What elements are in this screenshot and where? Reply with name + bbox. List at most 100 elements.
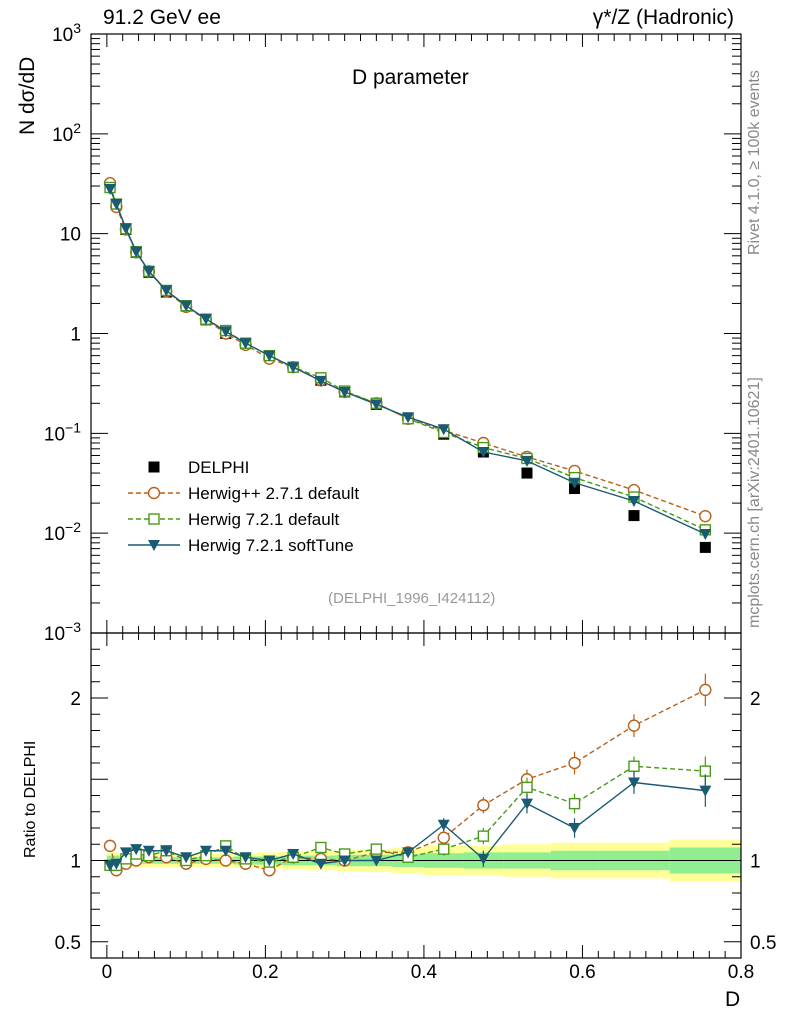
ratio-tick-label-right: 0.5 xyxy=(750,933,776,954)
data-point xyxy=(627,495,640,507)
ratio-tick-label-left: 1 xyxy=(70,852,81,873)
ratio-point xyxy=(315,841,327,854)
ratio-point xyxy=(119,847,132,859)
data-point xyxy=(130,246,143,258)
ratio-point xyxy=(437,831,450,844)
analysis-id: (DELPHI_1996_I424112) xyxy=(328,590,496,607)
ratio-point xyxy=(477,830,490,842)
data-point xyxy=(199,313,212,325)
y-tick-label: 103 xyxy=(52,20,81,46)
data-point xyxy=(104,184,117,196)
ratio-point xyxy=(239,852,252,864)
ratio-point xyxy=(180,852,193,864)
data-point xyxy=(699,529,712,541)
data-point xyxy=(314,375,327,387)
series-layer xyxy=(103,177,712,877)
ratio-point xyxy=(521,781,533,794)
chart-title: D parameter xyxy=(352,66,469,89)
ratio-point xyxy=(263,855,276,867)
x-tick-label: 0 xyxy=(102,962,113,983)
ratio-point xyxy=(338,855,351,867)
series-line-main xyxy=(109,188,706,535)
data-point xyxy=(699,541,711,553)
ratio-point xyxy=(699,785,712,797)
data-point xyxy=(402,412,415,424)
ratio-point xyxy=(402,847,415,859)
ratio-point xyxy=(477,853,490,865)
ratio-point xyxy=(287,849,300,860)
ratio-tick-label-right: 1 xyxy=(750,852,761,873)
ratio-tick-label-right: 2 xyxy=(750,689,761,710)
data-point xyxy=(263,350,276,362)
ratio-point xyxy=(437,819,450,831)
ratio-point xyxy=(160,845,173,857)
ratio-point xyxy=(370,855,383,867)
series-line-main xyxy=(109,187,706,531)
x-tick-label: 0.4 xyxy=(411,962,438,983)
series-line-ratio xyxy=(110,765,706,867)
y-tick-label: 102 xyxy=(52,120,81,146)
y-tick-label: 1 xyxy=(70,325,81,346)
data-point xyxy=(239,338,252,350)
ratio-tick-label-left: 0.5 xyxy=(55,933,81,954)
legend: DELPHI Herwig++ 2.7.1 default Herwig 7.2.1… xyxy=(128,458,359,555)
data-point xyxy=(180,300,193,312)
data-point xyxy=(338,386,351,398)
axis-ticks xyxy=(91,33,742,959)
data-point xyxy=(477,447,490,459)
ratio-plot-frame xyxy=(90,632,742,959)
x-tick-label: 0.2 xyxy=(252,962,278,983)
legend-label: Herwig++ 2.7.1 default xyxy=(188,484,359,503)
legend-marker xyxy=(147,486,161,500)
ratio-point xyxy=(103,839,117,853)
data-point xyxy=(219,326,232,338)
data-point xyxy=(119,223,132,235)
y-tick-label: 10−1 xyxy=(44,419,81,445)
ratio-point xyxy=(568,756,581,770)
data-point xyxy=(520,455,533,467)
ratio-point xyxy=(627,719,641,732)
legend-marker xyxy=(148,540,160,551)
ratio-tick-label-left: 2 xyxy=(70,689,81,710)
ratio-point xyxy=(370,843,383,855)
ratio-point xyxy=(628,760,640,772)
data-point xyxy=(628,510,640,522)
data-point xyxy=(110,199,123,211)
x-tick-label: 0.6 xyxy=(569,962,595,983)
x-axis-title: D xyxy=(725,988,741,1011)
ratio-point xyxy=(314,858,327,870)
y-tick-label: 10−2 xyxy=(44,519,81,545)
series-line-main xyxy=(109,183,706,517)
ratio-point xyxy=(520,798,533,810)
legend-marker xyxy=(148,461,160,473)
ratio-point xyxy=(477,799,490,812)
ratio-point xyxy=(627,777,640,789)
ratio-point xyxy=(110,858,123,870)
data-point xyxy=(437,424,450,436)
data-point xyxy=(370,399,383,411)
series-line-ratio xyxy=(109,689,706,872)
legend-label: Herwig 7.2.1 default xyxy=(188,510,339,529)
series-line-ratio xyxy=(109,781,706,867)
ratio-point xyxy=(142,845,155,857)
legend-label: DELPHI xyxy=(188,458,249,477)
ratio-point xyxy=(219,845,232,857)
y-tick-label: 10 xyxy=(60,225,81,246)
data-point xyxy=(699,509,712,523)
energy-label: 91.2 GeV ee xyxy=(103,6,221,29)
data-point xyxy=(521,467,533,479)
x-tick-label: 0.8 xyxy=(728,962,754,983)
ratio-point xyxy=(199,845,212,857)
legend-marker xyxy=(148,513,160,525)
ratio-point xyxy=(438,843,450,855)
data-point xyxy=(142,266,155,278)
process-label: γ*/Z (Hadronic) xyxy=(592,6,734,29)
ratio-point xyxy=(699,683,712,697)
legend-label: Herwig 7.2.1 softTune xyxy=(188,536,354,555)
ratio-point xyxy=(568,797,581,810)
data-point xyxy=(568,477,581,489)
y-tick-label: 10−3 xyxy=(44,619,81,645)
ratio-point xyxy=(568,823,581,834)
